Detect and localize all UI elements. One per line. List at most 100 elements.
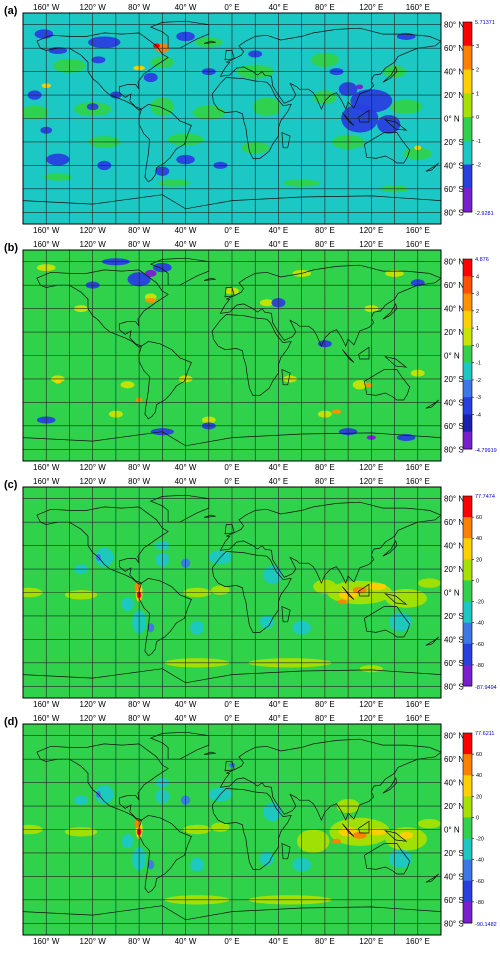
panel-label: (c): [4, 479, 18, 491]
colorbar-min-label: -4.79919: [475, 448, 497, 454]
field-blob: [399, 831, 414, 839]
colorbar-segment: [463, 414, 472, 433]
colorbar-tick-label: 0: [476, 578, 479, 584]
graticule: [23, 13, 441, 224]
map-frame: [22, 249, 442, 462]
coastline-path: [219, 264, 441, 348]
field-blob: [377, 114, 401, 134]
coastline-path: [382, 539, 398, 557]
coastline-path: [281, 843, 291, 860]
coastline-path: [384, 119, 408, 131]
lon-label-bottom: 80° W: [128, 463, 150, 472]
lon-label-top: 120° E: [359, 477, 383, 486]
field-blob: [259, 614, 274, 629]
map-frame: [22, 486, 442, 699]
colorbar-segment: [463, 276, 472, 295]
field-blob: [94, 784, 114, 804]
lon-label-bottom: 120° W: [80, 700, 107, 709]
coastline-path: [342, 586, 355, 600]
coastline-path: [281, 606, 291, 623]
field-blob: [352, 831, 367, 839]
lat-label: 80° S: [444, 682, 464, 691]
field-blob: [157, 179, 191, 187]
coastline-path: [23, 194, 441, 224]
coastline-path: [281, 369, 291, 386]
lon-label-top: 40° W: [175, 714, 197, 723]
lat-label: 20° S: [444, 375, 464, 384]
lat-label: 40° S: [444, 161, 464, 170]
coastline-path: [203, 40, 216, 44]
field-blob: [367, 583, 387, 591]
coastline-path: [138, 815, 192, 894]
field-blob: [252, 97, 281, 117]
lat-label: 80° N: [444, 495, 464, 504]
lon-label-top: 0° E: [224, 714, 239, 723]
coastline-path: [36, 269, 169, 348]
lat-label: 20° S: [444, 849, 464, 858]
coastline-path: [342, 823, 355, 837]
coastlines: [23, 257, 441, 461]
lon-label-bottom: 40° W: [175, 226, 197, 235]
lon-label-bottom: 160° E: [406, 463, 430, 472]
colorbar-segment: [463, 796, 472, 818]
colorbar-segment: [463, 293, 472, 312]
field-blob: [120, 381, 135, 389]
lat-label: 0° N: [444, 115, 460, 124]
lat-label: 20° S: [444, 612, 464, 621]
field-blob: [147, 622, 155, 633]
colorbar-segment: [463, 664, 472, 687]
colorbar-tick-label: 40: [476, 773, 482, 779]
coastline-path: [23, 431, 441, 461]
lon-label-top: 120° W: [80, 3, 107, 12]
panel-label: (b): [4, 242, 18, 254]
colorbar-segment: [463, 754, 472, 776]
field-blob: [389, 99, 423, 114]
lon-label-top: 160° E: [406, 714, 430, 723]
coastline-path: [211, 314, 292, 396]
colorbar-frame: [462, 258, 473, 450]
lon-label-bottom: 80° W: [128, 226, 150, 235]
field-blob: [54, 378, 62, 384]
colorbar-segment: [463, 93, 472, 118]
field-blob: [331, 838, 342, 844]
lon-label-bottom: 80° E: [315, 463, 335, 472]
colorbar-max-label: 5.71371: [475, 20, 495, 26]
field-blob: [331, 409, 342, 415]
lat-label: 40° N: [444, 779, 464, 788]
lon-label-bottom: 0° E: [224, 937, 239, 946]
coastline-path: [342, 112, 355, 126]
lat-label: 60° N: [444, 755, 464, 764]
lon-label-bottom: 120° W: [80, 937, 107, 946]
field-blob: [134, 581, 140, 592]
field-blob: [352, 380, 367, 390]
colorbar-tick-label: 0: [476, 815, 479, 821]
colorbar-segment: [463, 496, 472, 518]
lon-label-bottom: 120° E: [359, 463, 383, 472]
colorbar-segment: [463, 379, 472, 398]
lon-label-bottom: 40° W: [175, 937, 197, 946]
graticule: [23, 487, 441, 698]
colorbar-segment: [463, 431, 472, 450]
colorbar-tick-label: -2: [476, 163, 481, 169]
lon-label-top: 80° E: [315, 714, 335, 723]
field-blob: [337, 599, 347, 605]
colorbar-frame: [462, 495, 473, 687]
field-blob: [385, 588, 428, 608]
coastline-path: [149, 20, 210, 49]
colorbar-tick-label: -1: [476, 139, 481, 145]
colorbar-tick-label: -80: [476, 663, 484, 669]
coastline-path: [219, 738, 441, 822]
colorbar-segment: [463, 328, 472, 346]
map-frame: [22, 723, 442, 936]
lon-label-bottom: 160° E: [406, 226, 430, 235]
colorbar-segment: [463, 538, 472, 560]
lon-label-top: 80° E: [315, 240, 335, 249]
colorbar-segment: [463, 622, 472, 645]
field-blob: [94, 547, 114, 567]
coastline-path: [224, 287, 235, 298]
coastline-path: [358, 583, 370, 597]
coastline-path: [219, 501, 441, 585]
colorbar-segment: [463, 643, 472, 666]
lon-label-bottom: 120° W: [80, 463, 107, 472]
